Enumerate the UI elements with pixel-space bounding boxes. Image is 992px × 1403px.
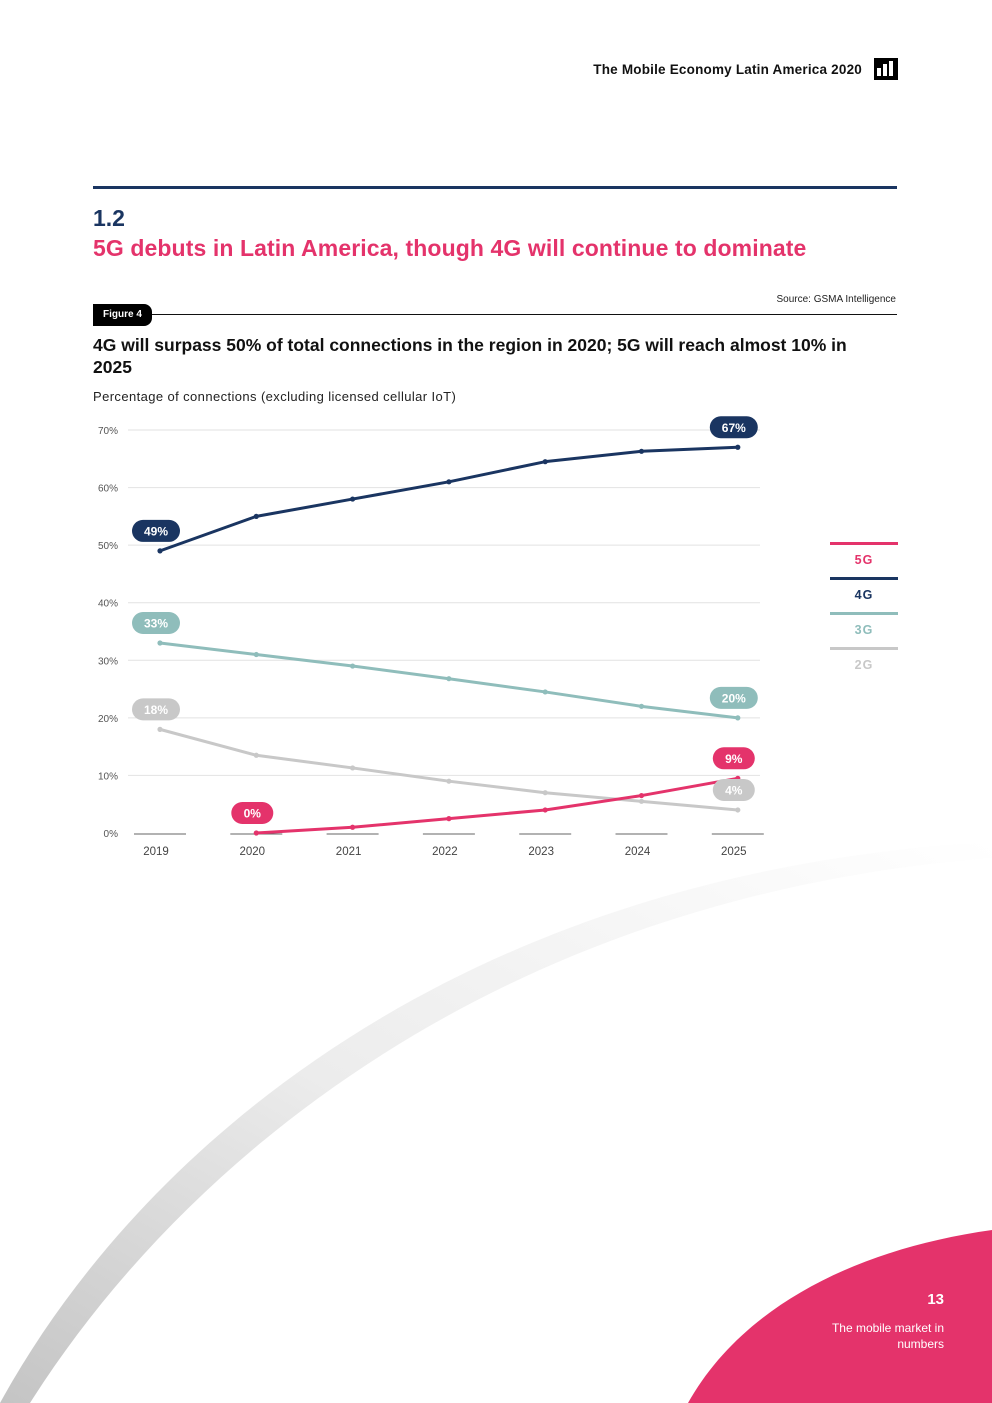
data-point-4g (542, 459, 548, 465)
data-label-pill-5g (712, 747, 755, 770)
legend-swatch-3g (830, 612, 898, 615)
data-label-5g: 9% (725, 752, 743, 766)
legend-label-2g: 2G (854, 658, 874, 672)
y-tick-label: 20% (98, 714, 118, 725)
data-label-2g: 4% (725, 783, 743, 797)
footer-arc-inner (30, 858, 992, 1403)
data-label-4g: 49% (144, 524, 168, 538)
y-tick-label: 40% (98, 599, 118, 610)
data-label-pill-5g (231, 802, 274, 824)
data-point-2g (253, 752, 259, 758)
data-point-2g (638, 798, 645, 804)
data-point-5g (446, 816, 452, 822)
legend-label-3g: 3G (854, 623, 874, 637)
figure-badge: Figure 4 (93, 304, 152, 326)
data-point-2g (157, 726, 163, 732)
legend-item-2g: 2G (830, 647, 898, 682)
report-title: The Mobile Economy Latin America 2020 (593, 62, 862, 77)
data-point-3g (350, 663, 356, 669)
data-label-3g: 20% (722, 691, 746, 705)
data-point-3g (157, 640, 163, 646)
footer-pink-corner (688, 1230, 992, 1403)
data-point-2g (542, 790, 548, 796)
figure-rule (93, 314, 897, 315)
data-label-pill-3g (132, 612, 180, 635)
x-tick-label: 2023 (528, 846, 554, 858)
data-point-4g (446, 479, 452, 485)
data-label-4g: 67% (722, 421, 746, 435)
series-line-5g (254, 776, 740, 835)
data-point-3g (446, 676, 452, 682)
figure-source: Source: GSMA Intelligence (776, 294, 896, 305)
data-point-5g (350, 824, 356, 830)
x-tick-label: 2024 (625, 846, 651, 858)
y-tick-label: 70% (98, 426, 118, 437)
data-point-5g (253, 830, 259, 836)
x-tick-label: 2020 (240, 846, 266, 858)
data-point-5g (638, 792, 645, 799)
figure-subtitle: Percentage of connections (excluding lic… (93, 389, 457, 404)
data-point-3g (253, 651, 259, 658)
data-label-5g: 0% (244, 807, 262, 821)
data-point-2g (735, 807, 741, 813)
data-point-4g (157, 548, 163, 554)
data-point-2g (350, 765, 356, 771)
line-chart: 0% 10% 20% 30% 40% 50% 60% 70% 2019 2020 2021 2022 2… (98, 416, 764, 858)
section-title: 5G debuts in Latin America, though 4G wi… (93, 235, 807, 261)
data-point-4g (350, 496, 356, 502)
y-tick-label: 10% (98, 771, 118, 782)
data-label-pill-2g (712, 778, 755, 801)
section-rule (93, 186, 897, 189)
page-section-name: The mobile market in numbers (831, 1321, 944, 1351)
data-point-3g (735, 715, 741, 721)
legend-label-5g: 5G (854, 553, 874, 567)
x-tick-label: 2021 (336, 846, 362, 858)
legend-item-5g: 5G (830, 542, 898, 577)
x-tick-label: 2019 (143, 846, 169, 858)
data-point-3g (638, 703, 645, 709)
y-tick-label: 60% (98, 484, 118, 495)
data-point-4g (253, 513, 259, 519)
data-point-3g (542, 689, 548, 695)
y-tick-label: 0% (104, 829, 119, 840)
legend-item-3g: 3G (830, 612, 898, 647)
data-label-pill-2g (132, 698, 180, 721)
gsma-logo-icon (874, 58, 898, 80)
legend-swatch-2g (830, 647, 898, 650)
x-tick-label: 2025 (721, 846, 747, 858)
legend-item-4g: 4G (830, 577, 898, 612)
y-tick-label: 50% (98, 541, 118, 552)
legend-label-4g: 4G (854, 588, 874, 602)
page-number: 13 (927, 1291, 944, 1308)
y-tick-label: 30% (98, 656, 118, 667)
data-label-pill-3g (709, 686, 758, 709)
chart-legend: 5G 4G 3G 2G (830, 542, 898, 682)
series-line-4g (158, 445, 740, 553)
data-label-2g: 18% (144, 703, 168, 717)
data-point-4g (638, 448, 645, 454)
data-point-4g (735, 444, 741, 450)
legend-swatch-4g (830, 577, 898, 580)
data-point-2g (446, 778, 452, 784)
figure-title: 4G will surpass 50% of total connections… (93, 335, 847, 377)
section-number: 1.2 (93, 205, 125, 231)
data-point-5g (542, 807, 548, 813)
data-label-pill-4g (709, 416, 758, 439)
data-label-pill-4g (132, 519, 180, 542)
series-line-2g (158, 727, 740, 812)
x-tick-label: 2022 (432, 846, 458, 858)
data-label-3g: 33% (144, 617, 168, 631)
legend-swatch-5g (830, 542, 898, 545)
